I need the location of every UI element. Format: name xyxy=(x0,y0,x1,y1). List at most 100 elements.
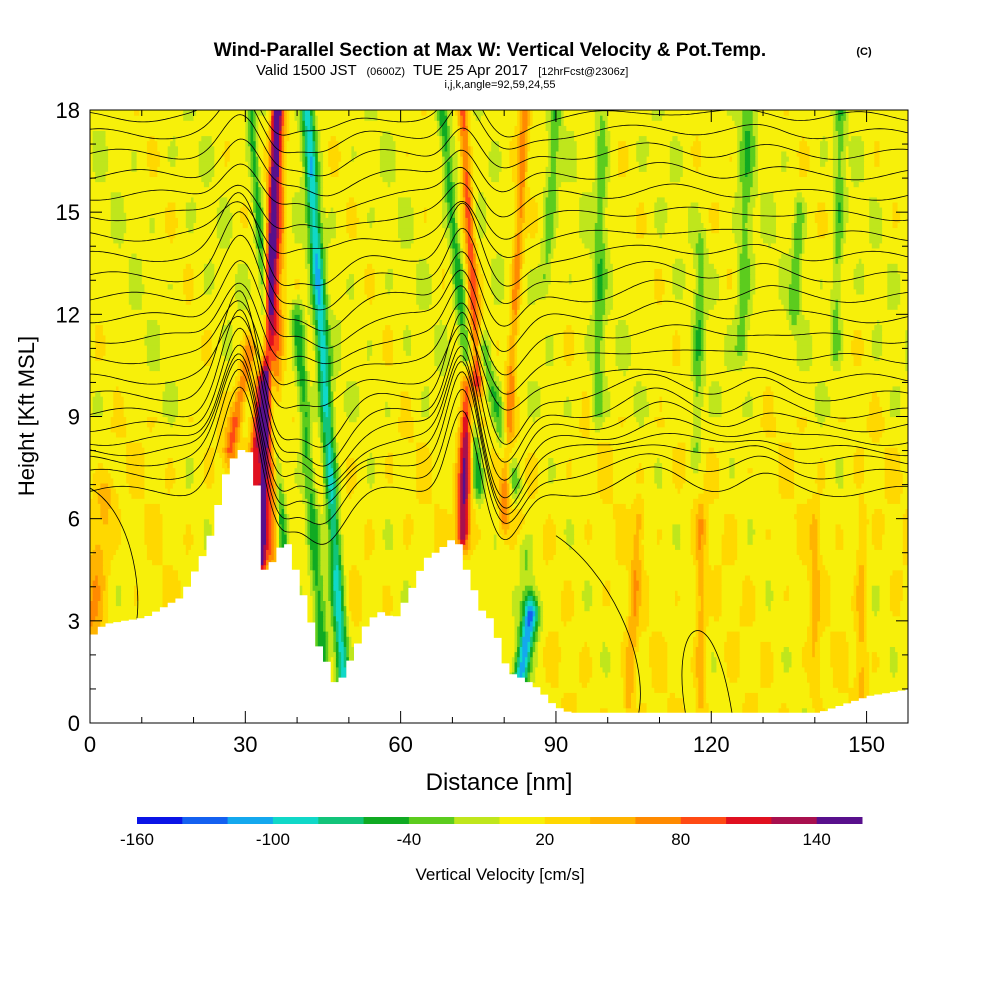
velocity-cell xyxy=(848,651,857,658)
velocity-cell xyxy=(460,457,464,464)
velocity-cell xyxy=(822,697,850,704)
velocity-cell xyxy=(522,590,529,596)
velocity-cell xyxy=(763,396,774,402)
velocity-cell xyxy=(188,416,195,423)
velocity-cell xyxy=(102,590,109,596)
velocity-cell xyxy=(480,447,485,453)
velocity-cell xyxy=(856,590,865,596)
velocity-cell xyxy=(864,636,868,642)
velocity-cell xyxy=(333,452,337,458)
velocity-cell xyxy=(693,447,699,453)
velocity-cell xyxy=(561,590,575,596)
velocity-cell xyxy=(858,528,868,535)
velocity-cell xyxy=(703,682,707,688)
velocity-cell xyxy=(307,396,319,402)
velocity-cell xyxy=(843,534,860,540)
velocity-cell xyxy=(851,595,857,601)
velocity-cell xyxy=(108,595,117,601)
velocity-cell xyxy=(95,615,104,622)
velocity-cell xyxy=(473,406,479,412)
velocity-cell xyxy=(807,416,818,423)
velocity-cell xyxy=(95,467,109,474)
velocity-cell xyxy=(235,436,239,443)
velocity-cell xyxy=(341,615,345,622)
velocity-cell xyxy=(796,534,811,540)
velocity-cell xyxy=(271,406,275,412)
velocity-cell xyxy=(685,452,692,458)
velocity-cell xyxy=(271,452,275,458)
velocity-cell xyxy=(203,472,215,479)
velocity-cell xyxy=(563,620,567,627)
velocity-cell xyxy=(263,360,270,366)
velocity-cell xyxy=(460,518,466,525)
velocity-cell xyxy=(465,411,469,418)
velocity-cell xyxy=(579,426,591,433)
velocity-cell xyxy=(504,360,510,366)
velocity-cell xyxy=(511,600,521,607)
velocity-cell xyxy=(778,442,793,448)
velocity-cell xyxy=(302,411,306,418)
velocity-cell xyxy=(310,554,314,561)
velocity-cell xyxy=(284,370,296,377)
velocity-cell xyxy=(794,482,818,489)
velocity-cell xyxy=(825,564,857,571)
velocity-cell xyxy=(592,375,596,382)
velocity-cell xyxy=(830,411,870,418)
velocity-cell xyxy=(690,508,699,515)
velocity-cell xyxy=(242,370,249,377)
velocity-cell xyxy=(90,442,127,448)
velocity-cell xyxy=(478,539,495,545)
velocity-cell xyxy=(346,477,358,484)
velocity-cell xyxy=(491,452,500,458)
velocity-cell xyxy=(320,375,324,382)
velocity-cell xyxy=(887,498,901,504)
velocity-cell xyxy=(279,360,283,366)
velocity-cell xyxy=(279,457,298,464)
velocity-cell xyxy=(530,651,534,658)
velocity-cell xyxy=(273,534,277,540)
velocity-cell xyxy=(229,436,236,443)
velocity-cell xyxy=(460,523,466,530)
velocity-cell xyxy=(638,585,642,591)
velocity-cell xyxy=(555,539,567,545)
velocity-cell xyxy=(291,569,308,576)
velocity-cell xyxy=(460,452,464,458)
velocity-cell xyxy=(809,615,813,622)
velocity-cell xyxy=(509,385,516,392)
velocity-cell xyxy=(698,625,705,632)
velocity-cell xyxy=(328,666,334,673)
velocity-cell xyxy=(90,625,101,632)
velocity-cell xyxy=(812,590,821,596)
velocity-cell xyxy=(385,360,394,366)
velocity-cell xyxy=(817,636,821,642)
velocity-cell xyxy=(284,518,288,525)
velocity-cell xyxy=(519,636,523,642)
velocity-cell xyxy=(304,528,309,535)
velocity-cell xyxy=(501,411,505,418)
velocity-cell xyxy=(501,523,510,530)
velocity-cell xyxy=(641,569,648,576)
velocity-cell xyxy=(271,549,275,555)
velocity-cell xyxy=(524,534,534,540)
velocity-cell xyxy=(703,508,710,515)
velocity-cell xyxy=(465,534,469,540)
velocity-cell xyxy=(499,528,505,535)
velocity-cell xyxy=(310,564,314,571)
velocity-cell xyxy=(830,661,849,668)
velocity-cell xyxy=(781,493,795,499)
velocity-cell xyxy=(524,518,547,525)
velocity-cell xyxy=(266,539,270,545)
velocity-cell xyxy=(400,595,412,601)
velocity-cell xyxy=(465,528,469,535)
velocity-cell xyxy=(706,631,728,637)
velocity-cell xyxy=(90,477,94,484)
velocity-cell xyxy=(279,539,283,545)
velocity-cell xyxy=(273,411,301,418)
velocity-cell xyxy=(460,498,464,504)
velocity-cell xyxy=(330,585,334,591)
velocity-cell xyxy=(812,615,821,622)
velocity-cell xyxy=(338,646,345,653)
velocity-cell xyxy=(504,401,508,407)
velocity-cell xyxy=(667,687,697,693)
velocity-cell xyxy=(858,692,865,699)
